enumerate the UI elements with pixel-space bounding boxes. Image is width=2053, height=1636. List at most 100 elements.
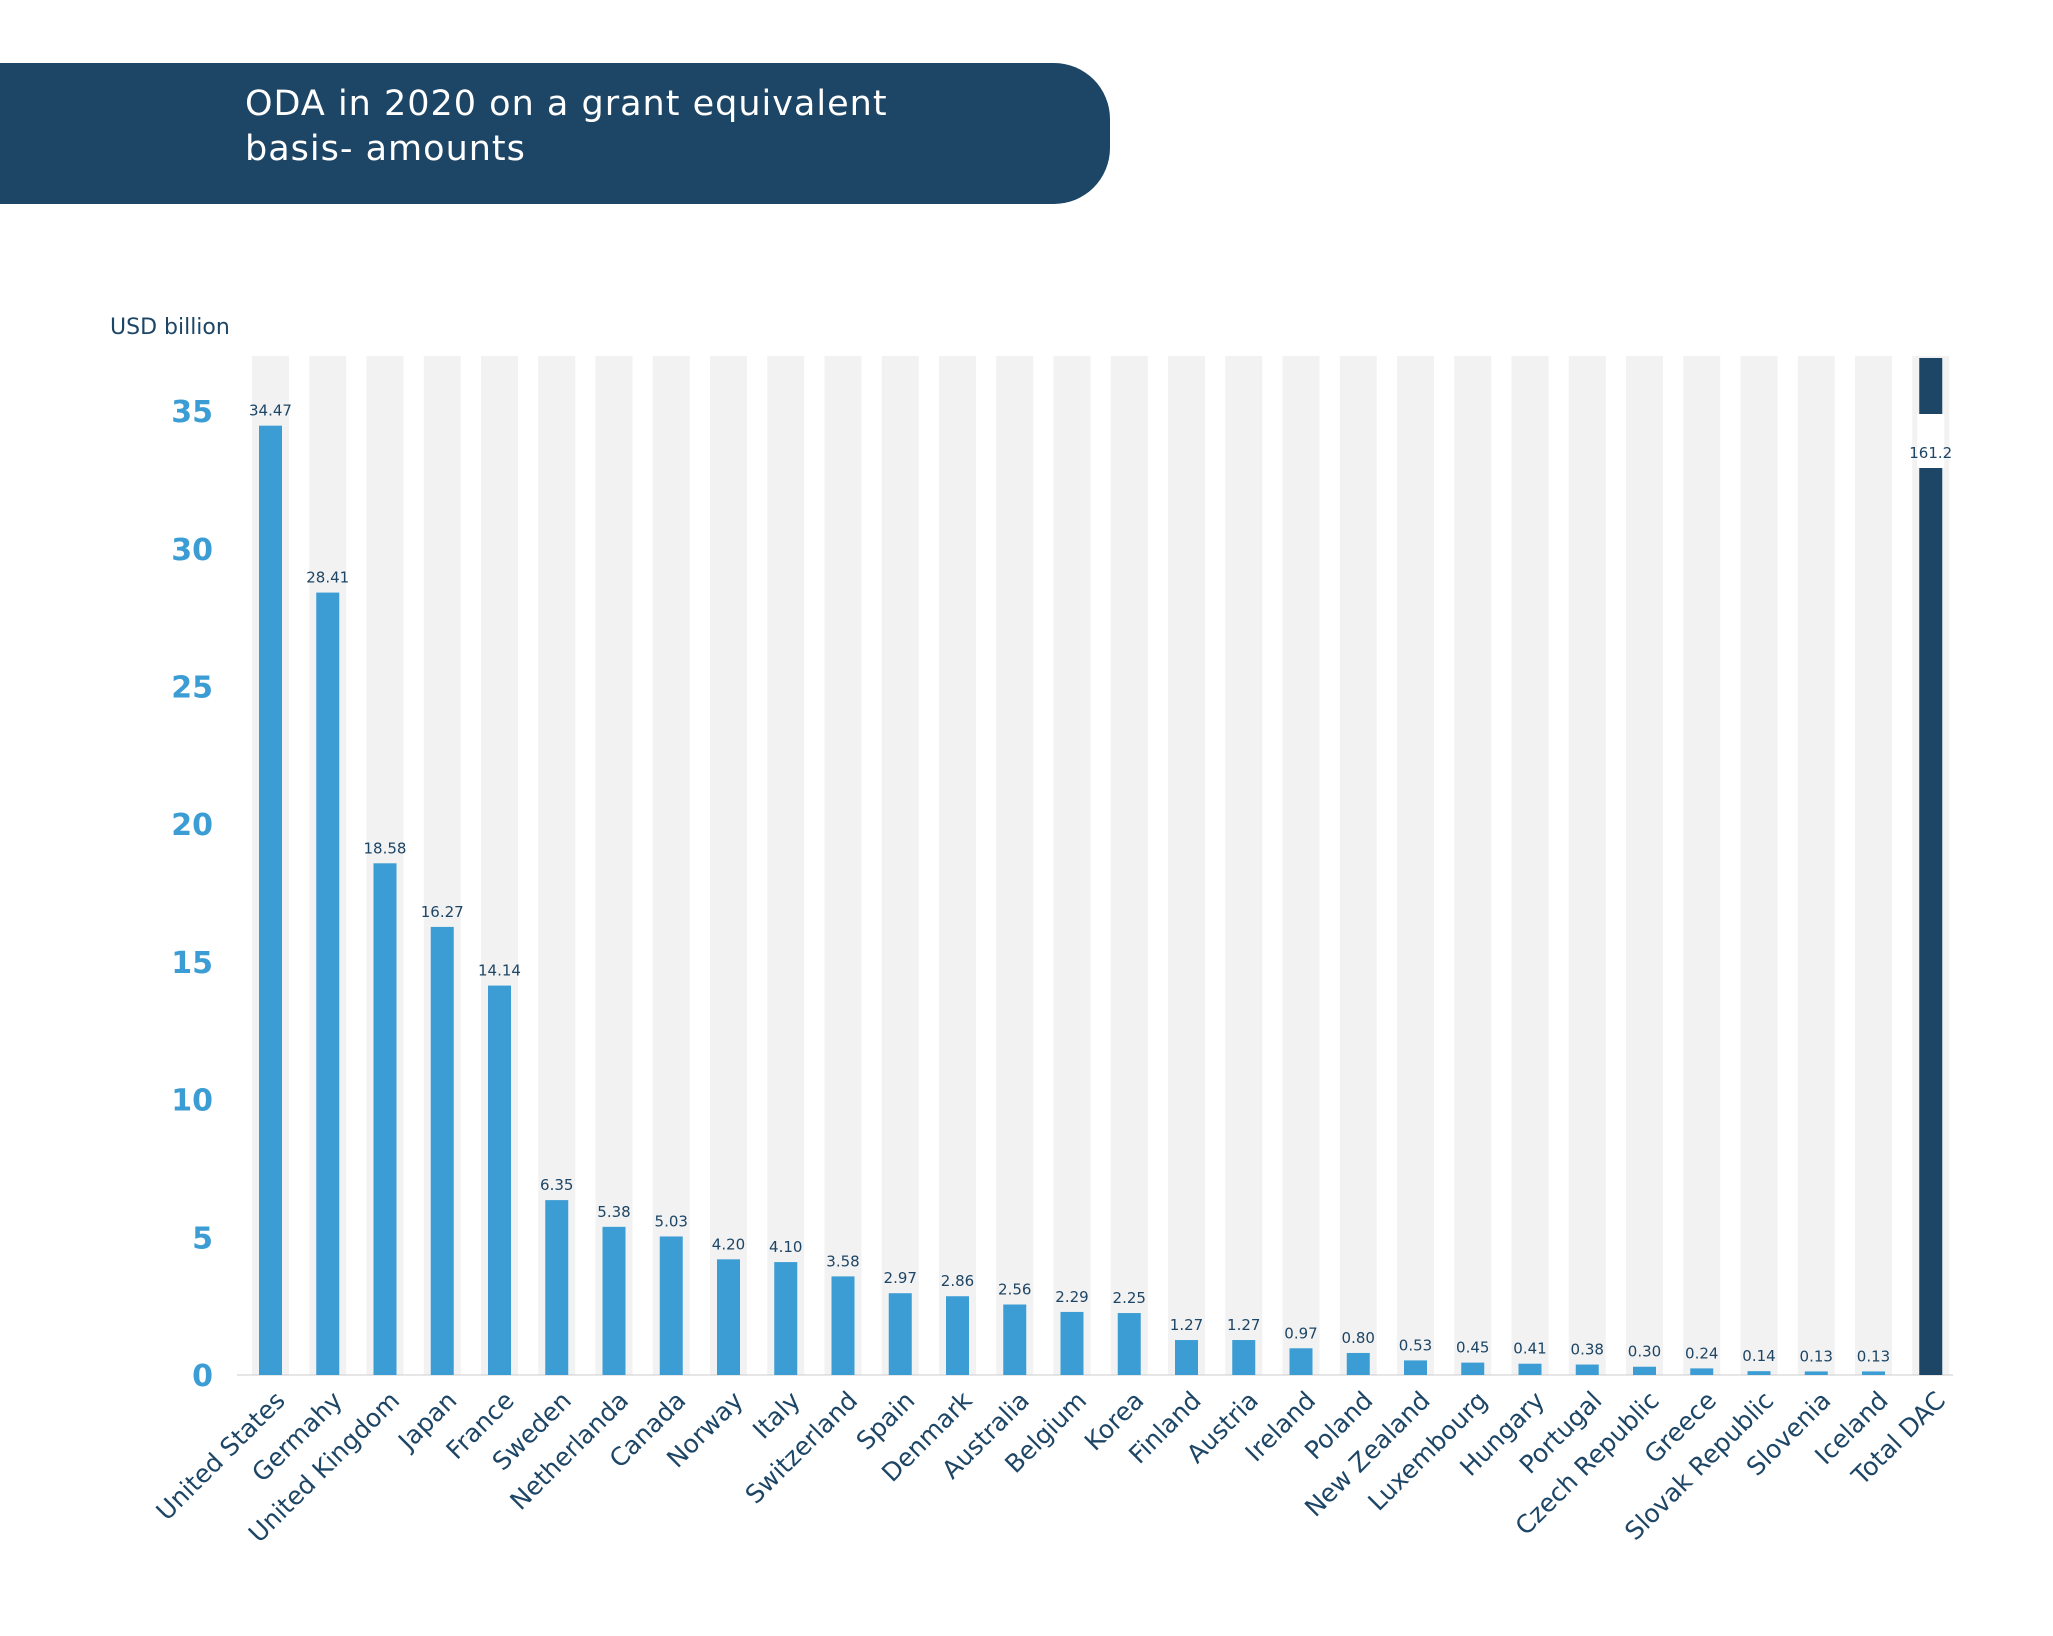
value-label: 0.41: [1513, 1340, 1546, 1358]
value-label: 4.20: [712, 1235, 745, 1253]
y-tick-label: 20: [171, 808, 213, 843]
bar: [1346, 1352, 1370, 1375]
bar: [717, 1259, 740, 1375]
y-tick-label: 15: [171, 946, 213, 981]
stripe: [1511, 356, 1549, 1375]
stripe: [939, 356, 976, 1375]
value-label: 0.97: [1284, 1324, 1317, 1342]
bar: [1404, 1360, 1427, 1375]
bar: [1747, 1371, 1771, 1375]
bar: [373, 863, 397, 1375]
bar: [1060, 1311, 1084, 1375]
bar: [602, 1226, 626, 1375]
value-label: 6.35: [540, 1176, 573, 1194]
stripe: [1053, 356, 1091, 1375]
stripe: [1225, 356, 1263, 1375]
stripe: [1626, 356, 1663, 1375]
stripe: [1740, 356, 1778, 1375]
value-label: 16.27: [421, 903, 464, 921]
value-label: 2.86: [941, 1272, 974, 1290]
stripe: [767, 356, 805, 1375]
y-axis-title: USD billion: [110, 315, 230, 340]
y-tick-label: 0: [192, 1359, 213, 1394]
bar: [1804, 1371, 1828, 1375]
stripe: [996, 356, 1034, 1375]
value-label: 1.27: [1227, 1316, 1260, 1334]
stripe: [1282, 356, 1320, 1375]
value-label: 0.14: [1742, 1347, 1775, 1365]
bar: [1690, 1368, 1714, 1375]
value-label: 1.27: [1170, 1316, 1203, 1334]
stripe: [1397, 356, 1434, 1375]
value-label: 0.45: [1456, 1339, 1489, 1357]
value-label: 2.56: [998, 1280, 1031, 1298]
value-label: 0.53: [1399, 1336, 1432, 1354]
bar: [545, 1200, 569, 1375]
stripe: [1568, 356, 1606, 1375]
bar: [659, 1236, 683, 1375]
bar-total-dac: [1919, 358, 1943, 1375]
value-label: 28.41: [306, 569, 349, 587]
stripe: [1683, 356, 1721, 1375]
stripe: [1339, 356, 1377, 1375]
chart-title-line-1: ODA in 2020 on a grant equivalent: [245, 84, 888, 124]
bar: [1575, 1364, 1599, 1375]
stripe: [1797, 356, 1835, 1375]
value-label: 0.13: [1857, 1347, 1890, 1365]
value-label: 0.13: [1800, 1347, 1833, 1365]
bar: [1633, 1366, 1656, 1375]
value-label: 0.24: [1685, 1344, 1718, 1362]
y-tick-label: 5: [192, 1221, 213, 1256]
bar: [316, 592, 340, 1375]
value-label: 2.97: [884, 1269, 917, 1287]
stripe: [824, 356, 862, 1375]
bars: [259, 358, 1945, 1375]
bar: [946, 1296, 969, 1375]
y-tick-label: 35: [171, 395, 213, 430]
bar: [1232, 1340, 1256, 1375]
value-label: 4.10: [769, 1238, 802, 1256]
stripe: [1454, 356, 1492, 1375]
value-label: 18.58: [364, 839, 407, 857]
y-tick-label: 10: [171, 1084, 213, 1119]
value-label: 0.80: [1342, 1329, 1375, 1347]
value-label: 161.2: [1909, 444, 1952, 462]
value-label: 5.03: [655, 1212, 688, 1230]
bar: [1518, 1363, 1542, 1375]
stripe: [710, 356, 747, 1375]
bar: [1117, 1313, 1141, 1375]
value-label: 5.38: [597, 1203, 630, 1221]
chart-title-line-2: basis- amounts: [245, 129, 526, 169]
value-label: 0.38: [1571, 1341, 1604, 1359]
stripe: [1855, 356, 1892, 1375]
bar: [259, 425, 282, 1375]
value-labels: 34.47 28.41 18.58 16.27 14.14 6.35 5.38 5.03 4.2…: [249, 402, 1952, 1366]
stripe: [1110, 356, 1148, 1375]
y-axis-ticks: 0 5 10 15 20 25 30 35: [171, 395, 213, 1394]
value-label: 0.30: [1628, 1343, 1661, 1361]
title-banner: ODA in 2020 on a grant equivalent basis-…: [0, 63, 1110, 204]
stripe: [652, 356, 690, 1375]
value-label: 3.58: [826, 1252, 859, 1270]
bar: [1175, 1340, 1198, 1375]
y-tick-label: 25: [171, 670, 213, 705]
stripe: [1168, 356, 1205, 1375]
y-tick-label: 30: [171, 533, 213, 568]
value-label: 2.25: [1113, 1289, 1146, 1307]
axis-break-gap: [1917, 414, 1945, 468]
bar: [1862, 1371, 1885, 1375]
bar: [831, 1276, 855, 1375]
bar: [774, 1262, 798, 1375]
bar: [488, 985, 511, 1375]
bar: [1003, 1304, 1027, 1375]
stripe: [595, 356, 633, 1375]
value-label: 2.29: [1055, 1288, 1088, 1306]
bar: [430, 926, 454, 1375]
stripe: [881, 356, 919, 1375]
bar: [1461, 1362, 1485, 1375]
value-label: 14.14: [478, 962, 521, 980]
bar: [1289, 1348, 1313, 1375]
value-label: 34.47: [249, 402, 292, 420]
